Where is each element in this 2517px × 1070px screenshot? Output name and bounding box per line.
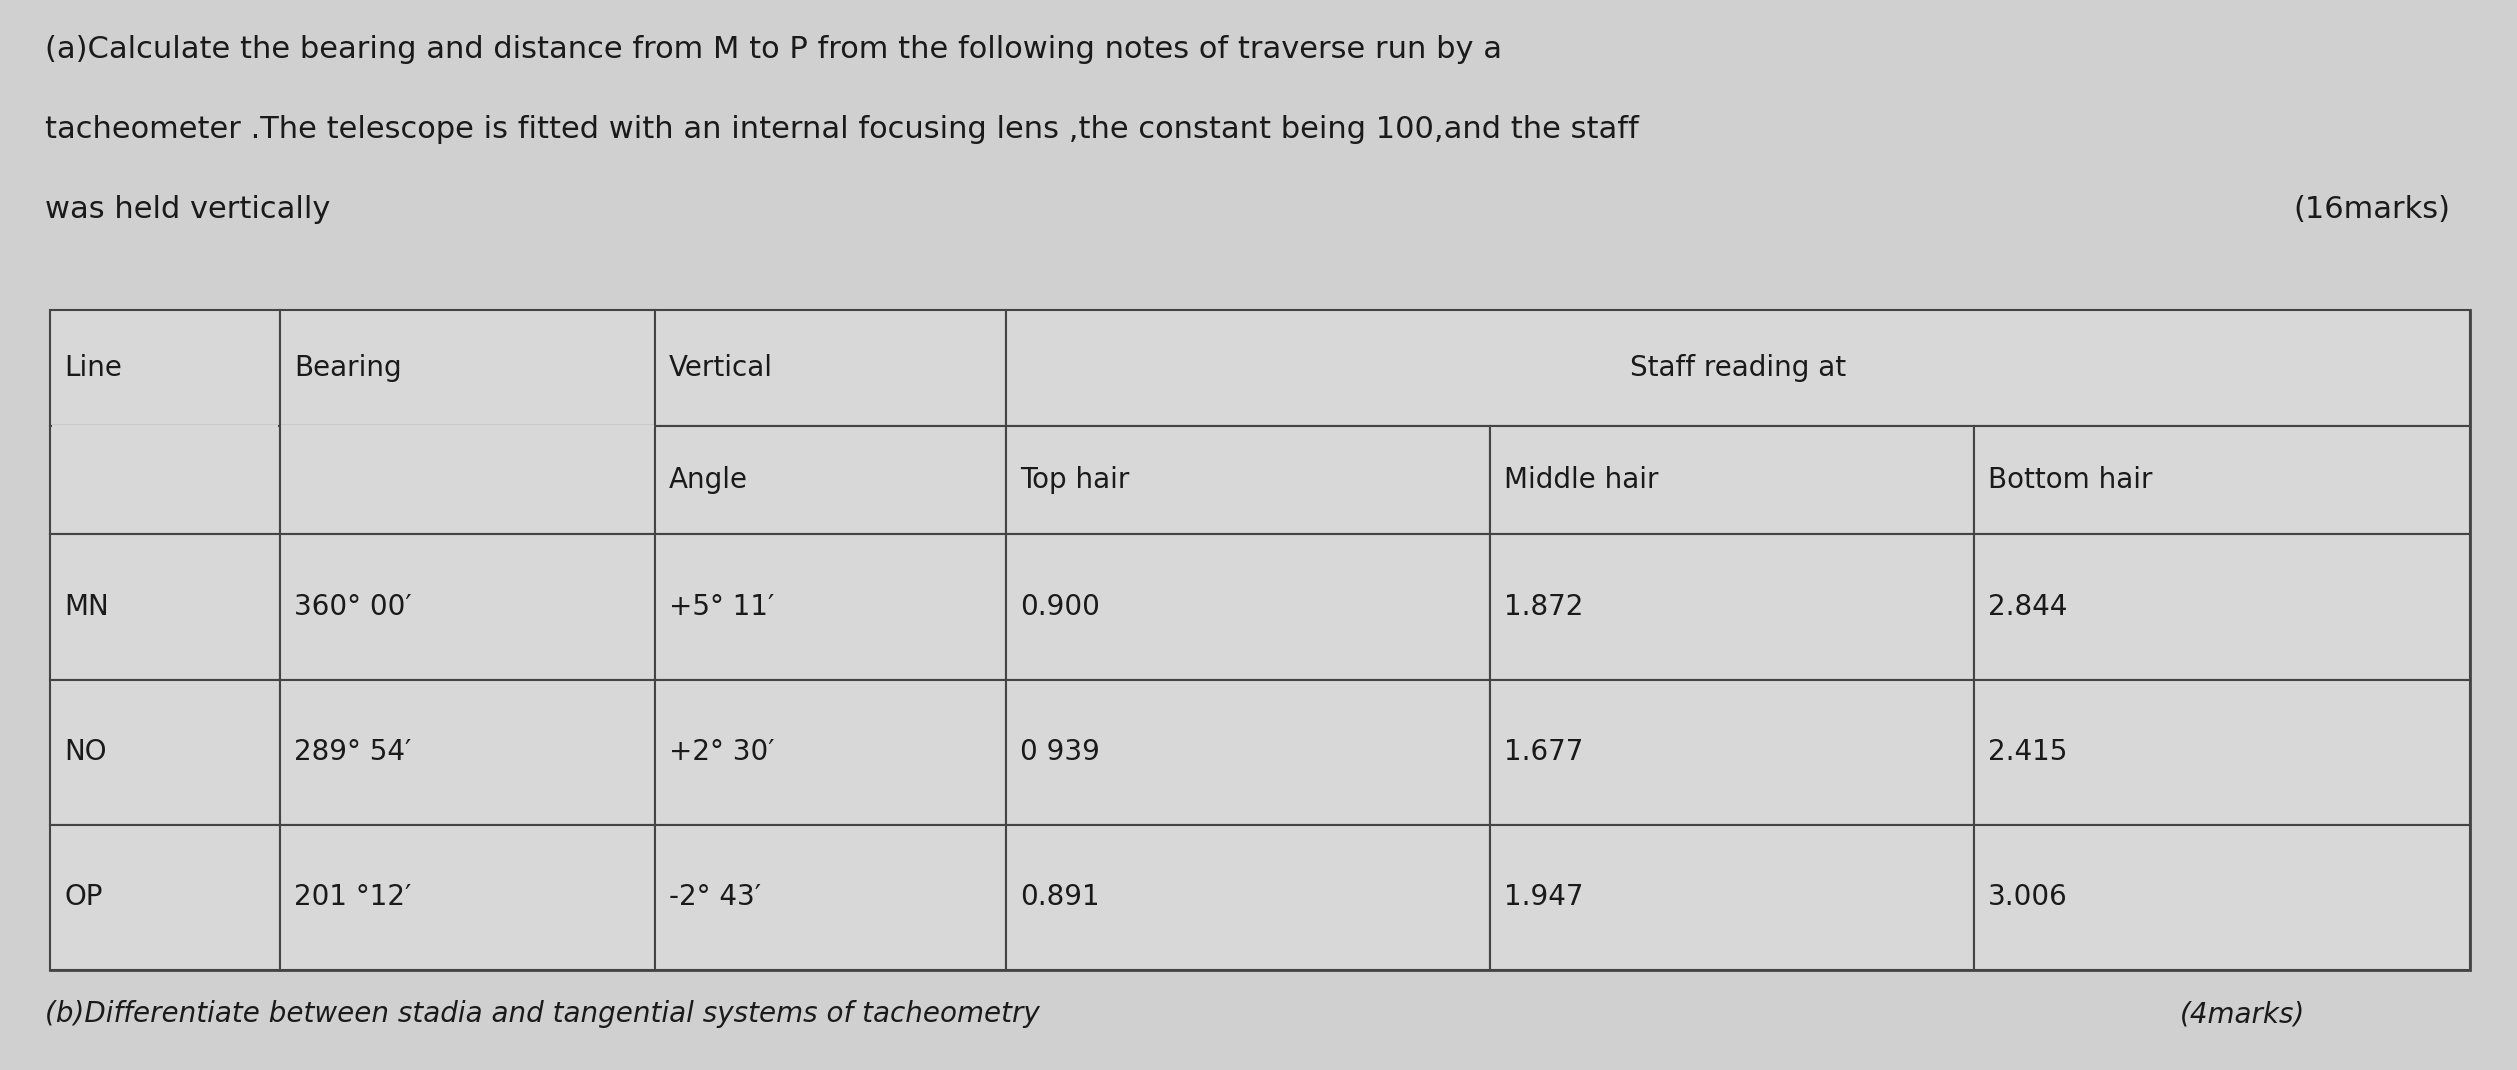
Text: was held vertically: was held vertically [45,195,330,224]
Bar [1973,426,2469,534]
Text: +5° 11′: +5° 11′ [670,593,775,621]
Text: 0.891: 0.891 [1019,884,1100,912]
Bar [50,679,279,825]
Bar [50,825,279,970]
Bar [1007,426,1490,534]
Bar [1490,534,1973,679]
Bar [1007,679,1490,825]
Text: Line: Line [63,354,121,382]
Text: (b)Differentiate between stadia and tangential systems of tacheometry: (b)Differentiate between stadia and tang… [45,1000,1040,1028]
Bar [279,825,654,970]
Text: Vertical: Vertical [670,354,773,382]
Text: Top hair: Top hair [1019,465,1130,494]
Text: +2° 30′: +2° 30′ [670,738,775,766]
Text: 3.006: 3.006 [1988,884,2066,912]
Bar [654,426,1007,534]
Bar [1490,825,1973,970]
Bar [279,534,654,679]
Bar [654,825,1007,970]
Bar [654,534,1007,679]
Text: Middle hair: Middle hair [1503,465,1659,494]
Bar [50,310,2469,970]
Text: MN: MN [63,593,108,621]
Text: 1.872: 1.872 [1503,593,1583,621]
Bar [279,426,654,534]
Text: NO: NO [63,738,106,766]
Bar [1973,534,2469,679]
Text: 1.677: 1.677 [1503,738,1583,766]
Bar [654,679,1007,825]
Text: Bearing: Bearing [294,354,403,382]
Bar [50,425,279,428]
Bar [1973,679,2469,825]
Text: Staff reading at: Staff reading at [1631,354,1845,382]
Text: 0.900: 0.900 [1019,593,1100,621]
Text: 1.947: 1.947 [1503,884,1583,912]
Bar [1007,825,1490,970]
Text: (a)Calculate the bearing and distance from M to P from the following notes of tr: (a)Calculate the bearing and distance fr… [45,35,1503,64]
Text: 0 939: 0 939 [1019,738,1100,766]
Text: (16marks): (16marks) [2293,195,2449,224]
Bar [1007,534,1490,679]
Text: tacheometer .The telescope is fitted with an internal focusing lens ,the constan: tacheometer .The telescope is fitted wit… [45,114,1639,144]
Text: Angle: Angle [670,465,748,494]
Bar [50,310,279,426]
Text: 360° 00′: 360° 00′ [294,593,410,621]
Text: OP: OP [63,884,103,912]
Text: (4marks): (4marks) [2180,1000,2306,1028]
Text: Bottom hair: Bottom hair [1988,465,2152,494]
Bar [50,534,279,679]
Bar [1973,825,2469,970]
Bar [654,310,1007,426]
Text: 2.415: 2.415 [1988,738,2066,766]
Bar [1007,310,2469,426]
Bar [1490,426,1973,534]
Bar [50,426,279,534]
Text: 201 °12′: 201 °12′ [294,884,410,912]
Bar [282,425,654,428]
Text: -2° 43′: -2° 43′ [670,884,760,912]
Bar [1490,679,1973,825]
Text: 2.844: 2.844 [1988,593,2066,621]
Bar [279,679,654,825]
Bar [279,310,654,426]
Text: 289° 54′: 289° 54′ [294,738,410,766]
